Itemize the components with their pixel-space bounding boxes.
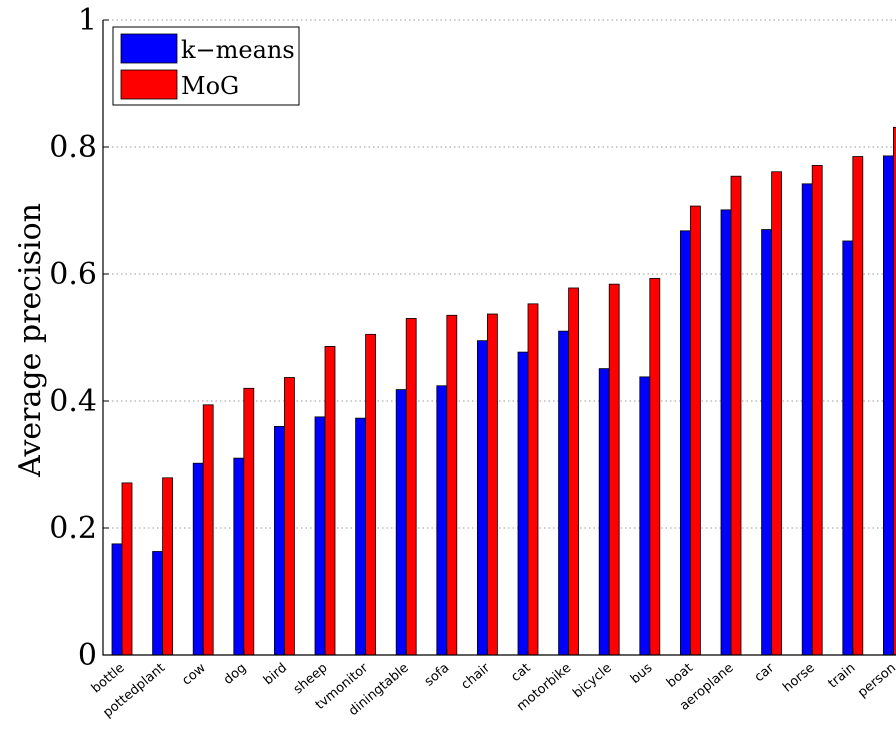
legend-swatch-k-means [120, 33, 178, 64]
bar-k-means-sheep [314, 416, 326, 656]
x-tick-label: cow [179, 660, 209, 688]
bar-k-means-person [883, 155, 894, 656]
x-tick-label: cat [508, 661, 533, 685]
bar-mog-horse [811, 165, 823, 656]
bar-mog-person [893, 126, 896, 656]
bar-k-means-tvmonitor [355, 417, 367, 656]
bar-k-means-train [842, 240, 854, 656]
bar-k-means-bus [639, 376, 651, 656]
bar-mog-sheep [324, 345, 336, 656]
x-tick-label: sofa [422, 661, 453, 690]
grid-lines [103, 19, 896, 529]
y-tick-label: 0.8 [49, 130, 97, 165]
bar-mog-motorbike [568, 287, 579, 656]
x-tick-label: bicycle [570, 661, 614, 702]
bar-k-means-bicycle [598, 368, 610, 656]
legend-label-k-means: k−means [181, 36, 295, 64]
bar-k-means-motorbike [558, 330, 569, 656]
legend: k−means MoG [112, 26, 300, 106]
bar-k-means-sofa [436, 385, 448, 656]
bar-k-means-pottedplant [152, 551, 164, 656]
y-tick-label: 0.2 [49, 511, 97, 546]
bar-k-means-dog [233, 457, 245, 656]
bar-mog-sofa [446, 314, 458, 656]
x-tick-label: car [752, 660, 778, 685]
bar-k-means-car [761, 229, 772, 656]
bar-mog-boat [690, 205, 701, 656]
bar-mog-train [852, 156, 864, 656]
bar-mog-tvmonitor [365, 333, 377, 656]
x-tick-label: chair [459, 660, 494, 693]
bar-mog-aeroplane [730, 175, 742, 656]
bar-mog-cow [202, 404, 214, 656]
bar-mog-bird [283, 377, 295, 656]
x-tick-label: bus [628, 660, 656, 687]
x-tick-label: train [826, 661, 859, 692]
legend-label-mog: MoG [181, 72, 239, 100]
bar-k-means-chair [476, 340, 488, 656]
bar-k-means-bottle [111, 543, 123, 656]
x-tick-label: boat [664, 661, 696, 691]
x-tick-label: bird [261, 661, 290, 689]
bar-k-means-aeroplane [720, 209, 732, 656]
y-tick-label: 0 [78, 638, 97, 673]
bar-k-means-horse [801, 183, 813, 656]
bar-mog-bicycle [608, 283, 620, 656]
bars [111, 126, 896, 656]
y-axis-ticks: 0 0.2 0.4 0.6 0.8 1 [49, 3, 109, 673]
bar-k-means-bird [273, 425, 285, 656]
bar-k-means-cat [517, 351, 529, 656]
bar-k-means-cow [192, 462, 204, 656]
bar-mog-chair [486, 313, 498, 656]
bar-mog-dog [243, 387, 255, 656]
bar-mog-bottle [121, 482, 133, 656]
bar-k-means-diningtable [395, 389, 407, 656]
bar-mog-diningtable [405, 318, 417, 656]
bar-mog-pottedplant [162, 477, 174, 656]
bar-mog-cat [527, 303, 539, 656]
y-tick-label: 0.6 [49, 257, 97, 292]
y-axis-label: Average precision [13, 203, 48, 478]
legend-swatch-mog [120, 69, 178, 100]
x-tick-label: horse [780, 661, 817, 696]
bar-k-means-boat [680, 230, 691, 656]
x-tick-label: dog [221, 661, 249, 688]
y-tick-label: 1 [78, 3, 97, 38]
x-tick-label: person [855, 661, 896, 701]
bar-mog-bus [649, 278, 661, 656]
y-tick-label: 0.4 [49, 384, 97, 419]
bar-mog-car [771, 171, 782, 656]
